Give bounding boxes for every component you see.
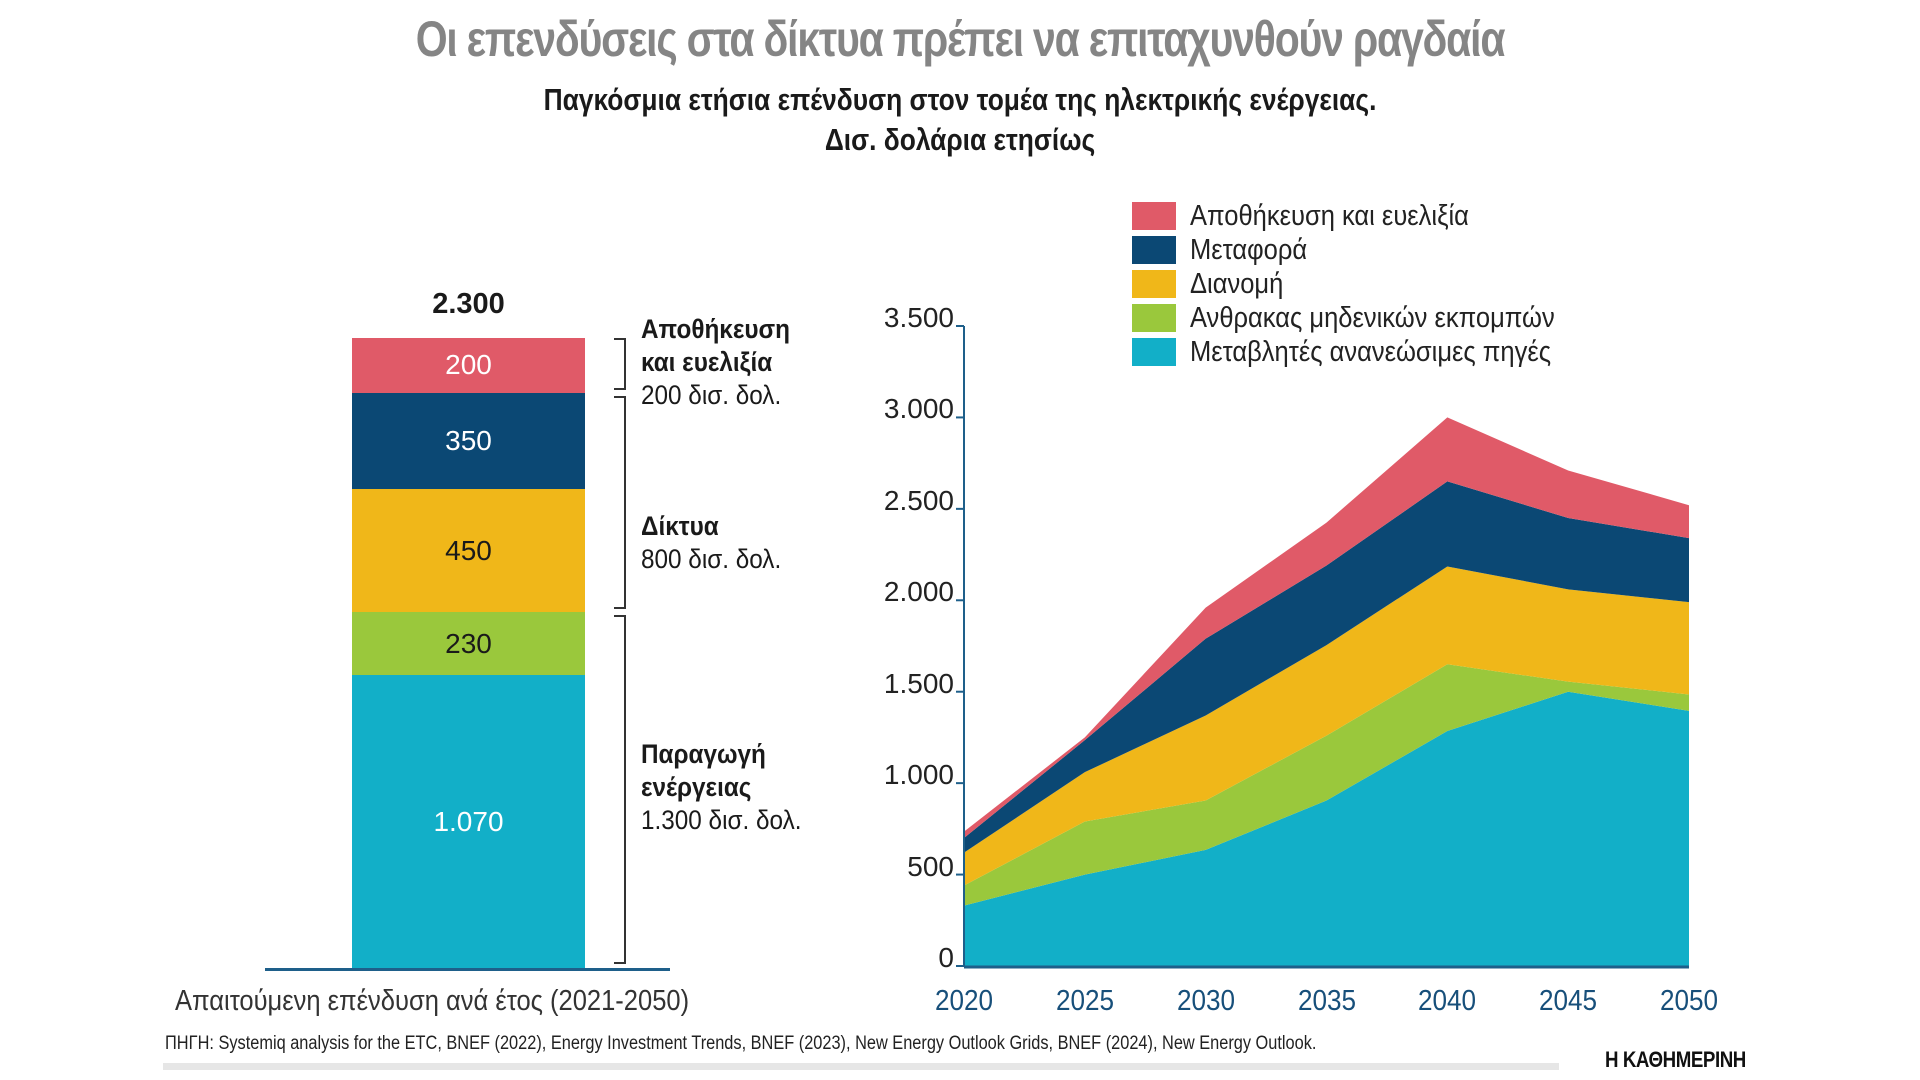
legend-item: Διανομή bbox=[1132, 267, 1604, 301]
legend-item: Αποθήκευση και ευελιξία bbox=[1132, 199, 1604, 233]
annotation-bracket bbox=[614, 615, 626, 964]
y-tick-label: 2.500 bbox=[883, 484, 954, 516]
annotation-title: Δίκτυα bbox=[641, 511, 719, 541]
legend-label: Αποθήκευση και ευελιξία bbox=[1190, 199, 1469, 232]
bar-segment-storage: 200 bbox=[352, 338, 585, 393]
source-divider bbox=[163, 1063, 1559, 1070]
bar-segment-value-label: 450 bbox=[445, 534, 492, 566]
legend-swatch bbox=[1132, 236, 1176, 264]
bar-segment-value-label: 1.070 bbox=[433, 806, 504, 838]
annotation-title: Αποθήκευση bbox=[641, 314, 790, 344]
x-tick-label: 2050 bbox=[1659, 985, 1719, 1017]
y-tick-label: 1.500 bbox=[883, 667, 954, 699]
annotation-text: Αποθήκευση και ευελιξία 200 δισ. δολ. bbox=[641, 313, 790, 412]
annotation-bracket bbox=[614, 338, 626, 390]
x-tick-label: 2035 bbox=[1297, 985, 1356, 1017]
publisher-logo: Η ΚΑΘΗΜΕΡΙΝΗ bbox=[1605, 1047, 1746, 1072]
legend-label: Διανομή bbox=[1190, 267, 1284, 300]
x-tick-label: 2020 bbox=[934, 985, 994, 1017]
area-series-zero-emission-coal bbox=[964, 664, 1689, 906]
annotation-bracket bbox=[614, 395, 626, 610]
y-tick-label: 1.000 bbox=[883, 759, 954, 791]
legend-item: Ανθρακας μηδενικών εκπομπών bbox=[1132, 301, 1604, 335]
bar-baseline bbox=[265, 968, 670, 971]
x-tick-label: 2025 bbox=[1055, 985, 1114, 1017]
annotation-title: ενέργειας bbox=[641, 772, 752, 802]
x-tick-label: 2045 bbox=[1539, 985, 1598, 1017]
y-tick-label: 500 bbox=[907, 850, 954, 882]
annotation-text: Δίκτυα 800 δισ. δολ. bbox=[641, 510, 781, 576]
bar-segment-variable-renewables: 1.070 bbox=[352, 675, 585, 969]
annotation-value: 200 δισ. δολ. bbox=[641, 380, 782, 410]
legend-swatch bbox=[1132, 270, 1176, 298]
bar-segment-value-label: 350 bbox=[445, 424, 492, 456]
legend-swatch bbox=[1132, 338, 1176, 366]
y-tick-label: 3.500 bbox=[883, 302, 954, 333]
y-tick-label: 3.000 bbox=[883, 393, 954, 425]
annotation-value: 1.300 δισ. δολ. bbox=[641, 805, 802, 835]
bar-total-label: 2.300 bbox=[432, 288, 505, 320]
y-tick-label: 2.000 bbox=[883, 576, 954, 608]
legend-label: Ανθρακας μηδενικών εκπομπών bbox=[1190, 301, 1555, 334]
x-tick-label: 2030 bbox=[1176, 985, 1235, 1017]
legend-label: Μεταβλητές ανανεώσιμες πηγές bbox=[1190, 335, 1552, 368]
subtitle-line-2: Δισ. δολάρια ετησίως bbox=[824, 122, 1096, 157]
annotation-value: 800 δισ. δολ. bbox=[641, 544, 782, 574]
legend-label: Μεταφορά bbox=[1190, 233, 1308, 266]
annotation-text: Παραγωγή ενέργειας 1.300 δισ. δολ. bbox=[641, 738, 801, 837]
x-tick-label: 2040 bbox=[1418, 985, 1477, 1017]
legend-swatch bbox=[1132, 304, 1176, 332]
annotation-title: Παραγωγή bbox=[641, 739, 766, 769]
area-series-distribution bbox=[964, 566, 1689, 886]
y-tick-label: 0 bbox=[938, 942, 954, 973]
bar-segment-transmission: 350 bbox=[352, 392, 585, 489]
chart-title: Οι επενδύσεις στα δίκτυα πρέπει να επιτα… bbox=[415, 11, 1506, 67]
bar-segment-value-label: 230 bbox=[445, 627, 492, 659]
stacked-bar-panel: 2.300 1.070 230 450 350 200 Αποθήκευση και ευ… bbox=[0, 0, 900, 1080]
bar-segment-value-label: 200 bbox=[445, 349, 492, 381]
bar-segment-zero-emission-coal: 230 bbox=[352, 612, 585, 676]
bar-caption: Απαιτούμενη επένδυση ανά έτος (2021-2050… bbox=[175, 985, 690, 1017]
area-series-transmission bbox=[964, 481, 1689, 853]
subtitle-line-1: Παγκόσμια ετήσια επένδυση στον τομέα της… bbox=[543, 82, 1377, 117]
legend-item: Μεταφορά bbox=[1132, 233, 1604, 267]
chart-subtitle: Παγκόσμια ετήσια επένδυση στον τομέα της… bbox=[144, 80, 1776, 160]
legend-item: Μεταβλητές ανανεώσιμες πηγές bbox=[1132, 335, 1604, 369]
annotation-title: και ευελιξία bbox=[641, 347, 773, 377]
legend: Αποθήκευση και ευελιξία Μεταφορά Διανομή Αν… bbox=[1132, 199, 1604, 369]
legend-swatch bbox=[1132, 202, 1176, 230]
source-note: ΠΗΓΗ: Systemiq analysis for the ETC, BNE… bbox=[165, 1033, 1317, 1054]
bar-segment-distribution: 450 bbox=[352, 488, 585, 613]
area-series-variable-renewables bbox=[964, 691, 1689, 966]
